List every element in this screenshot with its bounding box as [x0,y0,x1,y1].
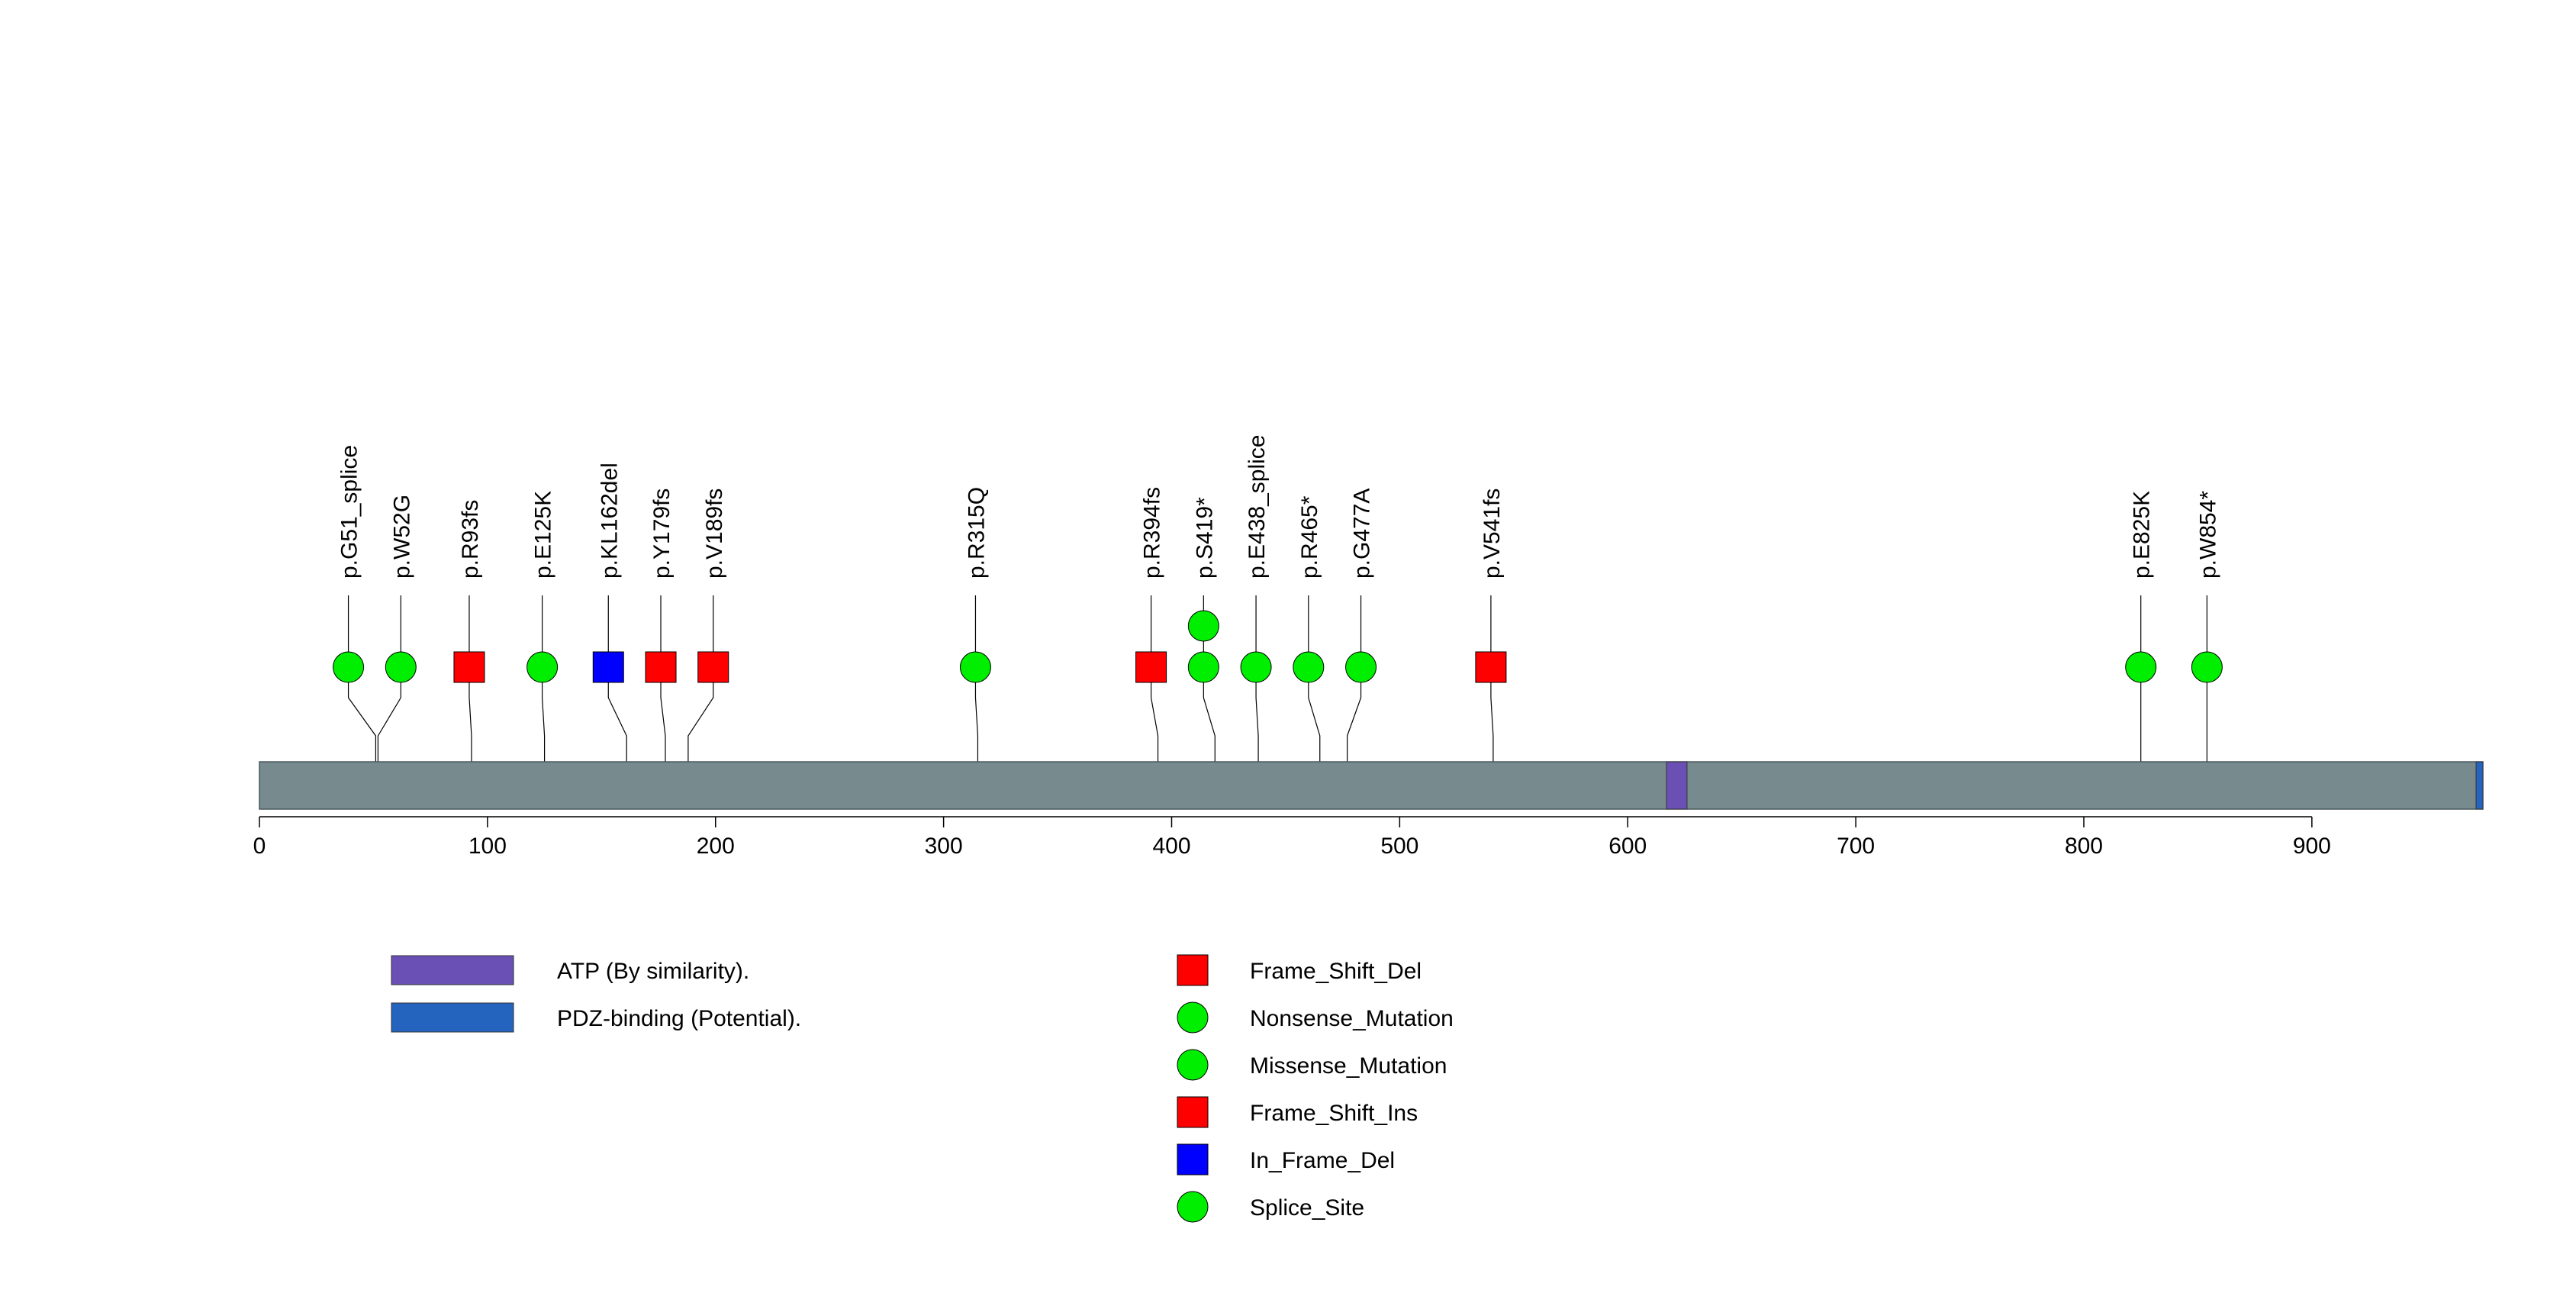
x-axis-tick-label: 800 [2065,834,2103,859]
mutation-stem [1150,595,1159,809]
x-axis-tick-label: 0 [253,834,266,859]
mutation-marker-circle [1345,651,1377,683]
mutation-stem [542,595,546,809]
mutation-label: p.G477A [1350,489,1375,579]
mutation-legend-square [1177,954,1209,986]
mutation-marker-square [697,651,729,683]
mutation-stems [347,595,2207,809]
domain-legend-label: PDZ-binding (Potential). [557,1006,801,1031]
mutation-marker-circle [959,651,991,683]
mutation-legend-label: Missense_Mutation [1250,1053,1447,1079]
mutation-marker-circle [385,651,417,683]
mutation-stem [607,595,627,809]
mutation-marker-circle [1240,651,1272,683]
mutation-label: p.R465* [1297,495,1322,579]
mutation-label: p.KL162del [597,463,622,579]
mutation-stem [1203,595,1216,809]
mutation-legend-label: In_Frame_Del [1250,1148,1395,1173]
mutation-stem [1255,595,1259,809]
mutation-legend-label: Frame_Shift_Del [1250,959,1422,984]
mutation-stem [660,595,666,809]
x-axis-tick-label: 400 [1152,834,1190,859]
domain-legend: ATP (By similarity). PDZ-binding (Potenti… [391,955,801,1033]
mutation-label: p.W52G [389,495,414,579]
mutation-marker-circle [333,651,365,683]
mutation-label: p.R394fs [1140,487,1165,579]
x-axis-tick-label: 900 [2293,834,2331,859]
mutation-stem [1347,595,1362,809]
mutation-marker-circle [526,651,559,683]
mutation-marker-square [1475,651,1507,683]
domain-legend-swatch [391,1002,514,1033]
mutation-labels: p.G51_splice p.W52G p.R93fs p.E125K p.KL162d… [337,435,2221,579]
mutation-label: p.E825K [2130,491,2155,579]
x-axis-tick-label: 200 [697,834,735,859]
mutation-legend-circle [1177,1001,1209,1034]
mutation-legend-label: Frame_Shift_Ins [1250,1101,1418,1126]
mutation-label: p.Y179fs [649,489,675,579]
domain-legend-swatch [391,955,514,985]
mutation-label: p.V541fs [1480,489,1505,579]
mutation-marker-circle [2191,651,2223,683]
x-axis-tick-label: 100 [469,834,507,859]
mutation-stem [1490,595,1494,809]
mutation-stem [469,595,472,809]
protein-domains [1666,761,2484,810]
mutation-label: p.G51_splice [337,445,362,579]
mutation-label: p.S419* [1192,497,1217,579]
mutation-label: p.R93fs [458,500,483,579]
mutation-stem [1308,595,1321,809]
mutation-marker-circle [1293,651,1325,683]
mutation-stem [974,595,979,809]
mutation-legend-square [1177,1096,1209,1128]
domain-legend-label: ATP (By similarity). [557,959,749,984]
mutation-label: p.E438_splice [1245,435,1270,579]
mutation-legend-circle [1177,1049,1209,1081]
mutation-label: p.E125K [531,491,556,579]
mutation-legend-square [1177,1143,1209,1176]
x-axis-tick-label: 300 [925,834,963,859]
mutation-marker-circle [2125,651,2157,683]
mutation-label: p.V189fs [702,489,727,579]
mutation-legend-circle [1177,1191,1209,1223]
x-axis-tick-label: 600 [1608,834,1647,859]
mutation-marker-circle [1187,651,1219,683]
domain-block [2475,761,2484,810]
mutation-stem [347,595,377,809]
mutation-label: p.W854* [2195,491,2220,579]
mutation-marker-circle [1187,610,1219,642]
protein-bar [259,761,2484,810]
mutation-marker-square [1135,651,1167,683]
mutation-markers [333,610,2223,683]
mutation-type-legend: Frame_Shift_Del Nonsense_Mutation Missense… [1177,954,1454,1223]
x-axis: 0 100 200 300 400 500 600 700 800 900 [253,816,2331,859]
protein-track [259,761,2484,810]
mutation-marker-square [592,651,624,683]
mutation-legend-label: Nonsense_Mutation [1250,1006,1454,1031]
x-axis-tick-label: 700 [1837,834,1875,859]
domain-block [1666,761,1688,810]
mutation-legend-label: Splice_Site [1250,1195,1364,1221]
mutation-label: p.R315Q [964,487,989,579]
mutation-stem [687,595,714,809]
mutation-stem [377,595,401,809]
mutation-marker-square [645,651,677,683]
mutation-marker-square [453,651,485,683]
x-axis-tick-label: 500 [1380,834,1418,859]
